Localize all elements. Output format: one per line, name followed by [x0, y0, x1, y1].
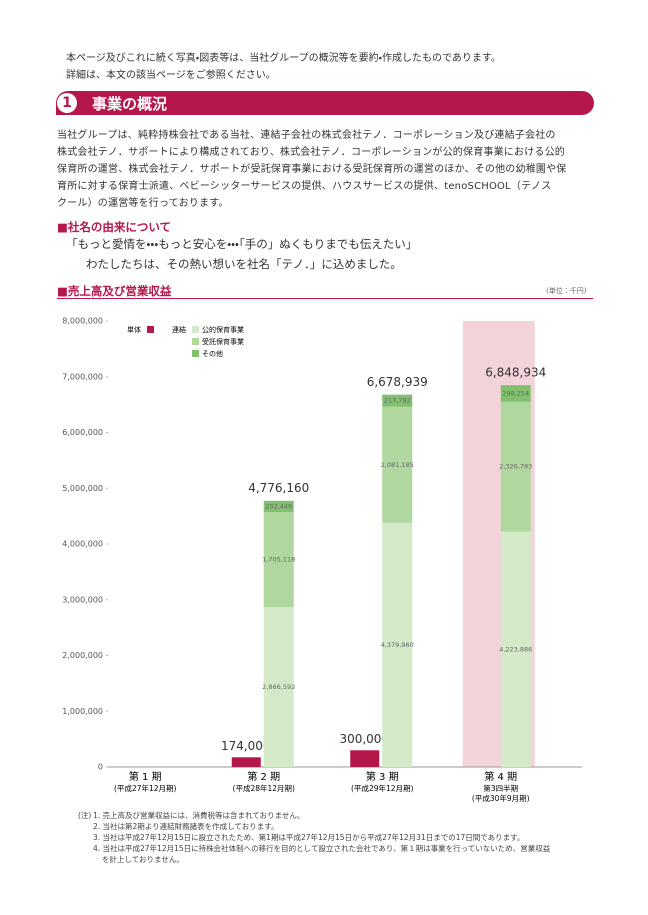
x-tick-note: (平成29年12月期) [351, 783, 414, 793]
chart-heading: ■売上高及び営業収益 [57, 284, 172, 298]
bar-segment [500, 401, 531, 532]
segment-label: 217,792 [384, 397, 411, 405]
y-tick-label: 5,000,000 [62, 484, 103, 493]
note: 1. 売上高及び営業収益には、消費税等は含まれておりません。 [93, 811, 305, 820]
x-tick-note: 第3四半期 [483, 783, 518, 793]
rule [57, 298, 593, 299]
intro-line: 本ページ及びこれに続く写真・図表等は、当社グループの概況等を要約・作成したもので… [66, 53, 501, 64]
legend-label: 受託保育事業 [202, 337, 244, 346]
note: 4. 当社は平成27年12月15日に持株会社体制への移行を目的として設立された会… [93, 844, 551, 853]
legend-swatch [192, 350, 199, 357]
legend-swatch [147, 326, 154, 333]
segment-label: 2,326,793 [499, 463, 532, 471]
legend-label: その他 [202, 349, 223, 358]
segment-label: 4,223,886 [499, 645, 532, 653]
subheading: ■社名の由来について [57, 220, 172, 234]
body-line: 当社グループは、純粋持株会社である当社、連結子会社の株式会社テノ．コーポレーショ… [57, 130, 556, 141]
chart: 0 1,000,000 2,000,000 3,000,000 4,000,000 5,0… [62, 317, 582, 803]
y-tick-label: 6,000,000 [62, 428, 103, 437]
x-tick-label: 第 2 期 [247, 770, 280, 783]
segment-label: 202,449 [265, 502, 292, 510]
bar-segment [263, 607, 294, 767]
bar-segment [382, 406, 413, 523]
legend-swatch [192, 326, 199, 333]
value-label: 300,000 [339, 732, 389, 746]
total-label: 6,848,934 [485, 366, 546, 380]
body-line: 保育所の運営、株式会社テノ．サポートが受託保育事業における受託保育所の運営のほか… [57, 164, 567, 175]
legend-swatch [192, 338, 199, 345]
bar-segment [382, 394, 413, 407]
bar [231, 757, 261, 767]
body-line: クール）の運営等を行っております。 [57, 198, 229, 209]
section-bar [56, 91, 594, 115]
segment-label: 2,081,185 [381, 461, 414, 469]
quote-line: 「もっと愛情を・・・もっと安心を・・・「手の」ぬくもりまでも伝えたい」 [66, 237, 418, 251]
legend-group: 連結 [172, 325, 186, 334]
y-tick-label: 8,000,000 [62, 317, 103, 326]
bar-segment [382, 522, 413, 767]
note: 3. 当社は平成27年12月15日に設立されたため、第1期は平成27年12月15… [93, 833, 525, 842]
y-tick-label: 7,000,000 [62, 372, 103, 381]
y-tick-label: 1,000,000 [62, 707, 103, 716]
y-tick-label: 3,000,000 [62, 595, 103, 604]
segment-label: 2,866,592 [262, 683, 295, 691]
x-tick-note: (平成28年12月期) [233, 783, 296, 793]
note: を計上しておりません。 [102, 855, 184, 864]
y-tick-label: 2,000,000 [62, 651, 103, 660]
bar-segment [263, 500, 294, 513]
bar-segment [500, 385, 531, 402]
bar-segment [263, 512, 294, 608]
segment-label: 298,254 [502, 389, 529, 397]
bar-segment [500, 531, 531, 767]
segment-label: 1,705,118 [262, 556, 295, 564]
unit-label: (単位：千円) [546, 287, 587, 295]
intro-line: 詳細は、本文の該当ページをご参照ください。 [66, 70, 276, 81]
x-tick-label: 第 1 期 [129, 770, 162, 783]
legend-label: 単体 [127, 325, 141, 334]
x-tick-label: 第 3 期 [366, 770, 399, 783]
section-title: 事業の概況 [92, 95, 168, 113]
legend-label: 公的保育事業 [202, 325, 244, 334]
y-tick-label: 0 [98, 763, 103, 772]
segment-label: 4,379,960 [381, 641, 414, 649]
x-tick-label: 第 4 期 [484, 770, 517, 783]
total-label: 4,776,160 [248, 481, 309, 495]
bar [350, 750, 380, 767]
body-line: 株式会社テノ．サポートにより構成されており、株式会社テノ．コーポレーションが公的… [57, 147, 565, 158]
note: 2. 当社は第2期より連結財務諸表を作成しております。 [93, 822, 279, 831]
value-label: 174,000 [221, 739, 271, 753]
section-number: 1 [57, 93, 77, 113]
x-tick-note: (平成30年9月期) [472, 793, 530, 803]
x-tick-note: (平成27年12月期) [114, 783, 177, 793]
quote-line: わたしたちは、その熱い想いを社名「テノ．」に込めました。 [86, 257, 402, 271]
body-line: 育所に対する保育士派遣、ベビーシッターサービスの提供、ハウスサービスの提供、te… [57, 181, 552, 192]
y-tick-label: 4,000,000 [62, 540, 103, 549]
notes-label: (注) [78, 811, 92, 820]
total-label: 6,678,939 [367, 375, 428, 389]
